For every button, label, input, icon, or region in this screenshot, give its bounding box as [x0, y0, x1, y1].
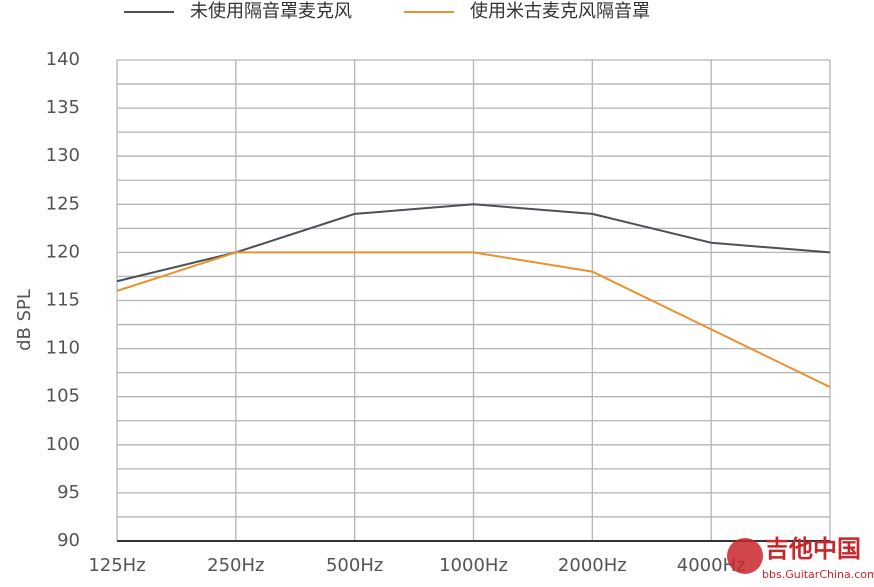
y-tick-label: 135 — [46, 97, 80, 118]
y-tick-label: 95 — [57, 482, 80, 503]
y-tick-label: 120 — [46, 241, 80, 262]
watermark-title: 吉他中国 — [765, 535, 861, 563]
x-tick-label: 250Hz — [207, 555, 264, 576]
x-tick-label: 2000Hz — [558, 555, 627, 576]
watermark-url: bbs.GuitarChina.com — [762, 568, 874, 581]
y-tick-label: 105 — [46, 386, 80, 407]
x-tick-label: 500Hz — [326, 555, 383, 576]
series-line — [116, 251, 831, 388]
y-axis-label: dB SPL — [14, 289, 35, 351]
x-tick-label: 1000Hz — [439, 555, 508, 576]
y-tick-label: 130 — [46, 145, 80, 166]
legend-label: 使用米古麦克风隔音罩 — [470, 1, 650, 22]
y-tick-label: 115 — [46, 290, 80, 311]
watermark-logo — [727, 538, 763, 574]
y-tick-label: 125 — [46, 193, 80, 214]
y-tick-label: 100 — [46, 434, 80, 455]
y-tick-label: 140 — [46, 49, 80, 70]
x-tick-label: 125Hz — [88, 555, 145, 576]
legend-label: 未使用隔音罩麦克风 — [190, 1, 352, 22]
y-tick-label: 110 — [46, 338, 80, 359]
y-tick-label: 90 — [57, 530, 80, 551]
